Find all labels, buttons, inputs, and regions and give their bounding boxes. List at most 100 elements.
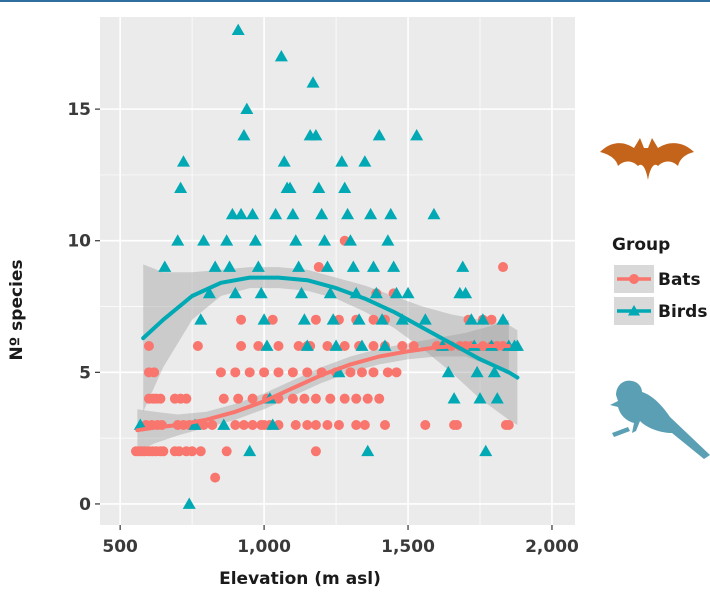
point-bats <box>221 446 232 457</box>
point-birds <box>326 313 340 325</box>
point-bats <box>368 341 379 352</box>
smooth-fit-lines <box>135 275 520 433</box>
point-birds <box>427 207 441 220</box>
point-birds <box>182 497 196 509</box>
point-birds <box>225 207 239 220</box>
point-birds <box>378 339 392 351</box>
point-birds <box>312 181 326 193</box>
y-tick-label: 0 <box>79 495 91 515</box>
point-birds <box>243 444 257 457</box>
point-birds <box>300 339 314 351</box>
point-bats <box>299 393 310 404</box>
point-bats <box>359 419 370 430</box>
point-birds <box>228 286 242 299</box>
point-bats <box>313 262 324 273</box>
legend-key-marker-bats <box>629 274 639 284</box>
point-bats <box>218 393 229 404</box>
point-bats <box>238 419 249 430</box>
point-birds <box>309 128 323 141</box>
point-bats <box>339 393 350 404</box>
point-birds <box>487 365 501 378</box>
point-birds <box>441 365 455 378</box>
point-birds <box>470 365 484 378</box>
point-birds <box>332 365 346 378</box>
point-bats <box>230 419 241 430</box>
point-bats <box>397 341 408 352</box>
point-bats <box>351 419 362 430</box>
point-bats <box>158 446 169 457</box>
point-birds <box>343 234 357 246</box>
point-birds <box>381 234 395 246</box>
point-bats <box>368 314 379 325</box>
point-bats <box>382 367 393 378</box>
point-birds <box>254 286 268 299</box>
point-birds <box>358 155 372 167</box>
point-birds <box>459 286 473 299</box>
point-bats <box>302 367 313 378</box>
point-bats <box>149 367 160 378</box>
point-birds <box>318 234 332 246</box>
point-birds <box>387 260 401 272</box>
x-tick-label: 500 <box>102 537 138 557</box>
point-birds <box>202 286 216 299</box>
point-birds <box>257 313 271 325</box>
point-birds <box>194 313 208 325</box>
x-tick-label: 2,000 <box>525 537 579 557</box>
point-birds <box>220 234 234 246</box>
point-birds <box>237 128 251 141</box>
top-border-line <box>0 0 710 2</box>
point-birds <box>283 181 297 193</box>
point-birds <box>251 260 265 272</box>
point-birds <box>315 207 329 220</box>
point-bats <box>339 341 350 352</box>
point-bats <box>259 419 270 430</box>
point-birds <box>231 23 245 36</box>
point-bats <box>253 341 264 352</box>
point-birds <box>217 418 231 430</box>
point-bats <box>210 472 221 483</box>
point-birds <box>361 444 375 457</box>
point-bats <box>310 446 321 457</box>
point-bats <box>207 419 218 430</box>
point-bats <box>287 367 298 378</box>
point-bats <box>325 393 336 404</box>
point-birds <box>289 234 303 246</box>
point-bats <box>322 341 333 352</box>
point-birds <box>323 286 337 299</box>
y-tick-label: 5 <box>79 363 91 383</box>
point-bats <box>362 393 373 404</box>
point-birds <box>384 207 398 220</box>
point-birds <box>274 49 288 62</box>
confidence-band-bats <box>137 319 509 452</box>
point-birds <box>496 313 510 325</box>
point-bats <box>345 367 356 378</box>
point-birds <box>292 260 306 272</box>
point-birds <box>372 128 386 141</box>
point-bats <box>259 367 270 378</box>
x-tick-label: 1,500 <box>381 537 435 557</box>
y-tick-label: 15 <box>67 100 91 120</box>
point-birds <box>401 286 415 299</box>
point-birds <box>329 339 343 351</box>
point-bats <box>290 419 301 430</box>
point-birds <box>418 313 432 325</box>
point-birds <box>355 339 369 351</box>
point-bats <box>233 393 244 404</box>
point-birds <box>375 313 389 325</box>
point-bats <box>356 367 367 378</box>
y-axis-title: Nº species <box>7 259 27 360</box>
point-birds <box>410 128 424 141</box>
point-bats <box>215 367 226 378</box>
legend-title: Group <box>612 235 670 255</box>
point-bats <box>374 393 385 404</box>
point-birds <box>248 234 262 246</box>
point-birds <box>476 313 490 325</box>
bird-icon <box>610 380 710 459</box>
point-birds <box>197 234 211 246</box>
point-birds <box>464 313 478 325</box>
point-bats <box>333 419 344 430</box>
point-birds <box>346 260 360 272</box>
point-bats <box>236 314 247 325</box>
point-bats <box>293 341 304 352</box>
point-bats <box>310 393 321 404</box>
